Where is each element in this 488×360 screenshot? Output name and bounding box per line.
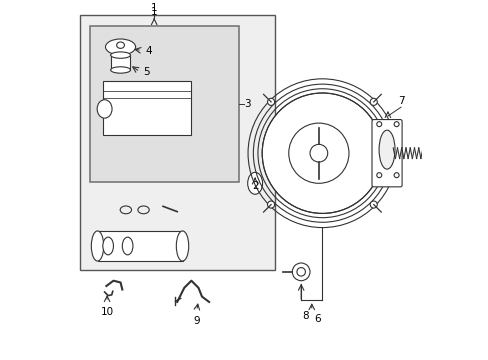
Circle shape	[393, 122, 398, 127]
Circle shape	[292, 263, 309, 281]
Ellipse shape	[117, 42, 124, 48]
Circle shape	[376, 122, 381, 127]
Text: 6: 6	[313, 314, 320, 324]
Bar	[110, 55, 130, 70]
Text: 5: 5	[143, 67, 150, 77]
Circle shape	[376, 173, 381, 177]
Ellipse shape	[105, 39, 135, 55]
Ellipse shape	[122, 237, 133, 255]
Text: 4: 4	[145, 46, 152, 56]
Text: 7: 7	[397, 96, 404, 107]
Circle shape	[309, 144, 327, 162]
Ellipse shape	[110, 52, 130, 58]
Text: 9: 9	[193, 316, 200, 326]
Bar	[90, 26, 239, 181]
Ellipse shape	[110, 67, 130, 73]
Circle shape	[296, 267, 305, 276]
Circle shape	[267, 201, 274, 208]
FancyBboxPatch shape	[371, 120, 401, 187]
Ellipse shape	[102, 237, 113, 255]
Text: 2: 2	[251, 181, 258, 191]
Bar	[102, 81, 191, 135]
Text: 1: 1	[151, 3, 157, 13]
Text: 8: 8	[302, 311, 308, 321]
Circle shape	[262, 93, 382, 213]
Circle shape	[369, 201, 377, 208]
Ellipse shape	[91, 231, 103, 261]
Circle shape	[288, 123, 348, 183]
Bar	[80, 15, 274, 270]
Ellipse shape	[247, 172, 262, 194]
Ellipse shape	[176, 231, 188, 261]
Circle shape	[369, 98, 377, 105]
Text: 10: 10	[101, 307, 113, 317]
Text: 1: 1	[151, 7, 157, 17]
Circle shape	[393, 173, 398, 177]
Text: 3: 3	[244, 99, 251, 109]
Circle shape	[267, 98, 274, 105]
Ellipse shape	[378, 130, 394, 169]
Ellipse shape	[97, 100, 112, 118]
Bar	[97, 231, 182, 261]
